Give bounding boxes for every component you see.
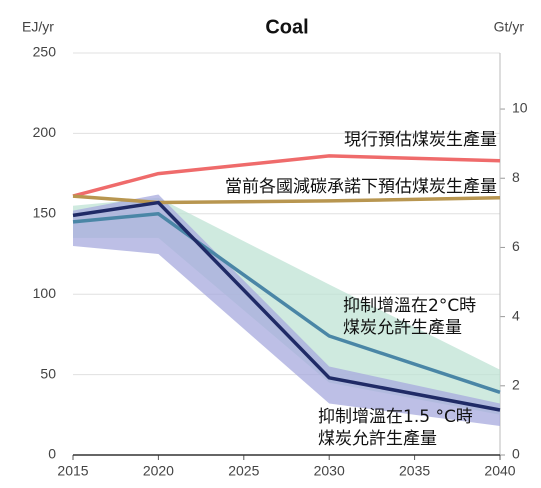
y2-tick-label: 10: [512, 100, 528, 116]
series-label: 抑制增溫在2°C時 煤炭允許生產量: [343, 296, 477, 338]
y-tick-label: 50: [40, 365, 56, 381]
x-tick-label: 2025: [228, 463, 259, 479]
y-tick-label: 200: [33, 124, 57, 140]
series-label: 現行預估煤炭生產量: [344, 130, 497, 150]
y2-tick-label: 8: [512, 169, 520, 185]
x-tick-label: 2035: [399, 463, 430, 479]
y-tick-label: 0: [48, 446, 56, 462]
series-line: [72, 212, 501, 394]
y-tick-label: 250: [33, 44, 57, 60]
series-line: [72, 200, 501, 412]
y2-tick-label: 4: [512, 307, 520, 323]
series-label: 當前各國減碳承諾下預估煤炭生產量: [225, 177, 497, 197]
x-tick-label: 2040: [484, 463, 515, 479]
y2-tick-label: 2: [512, 377, 520, 393]
series-line: [72, 194, 501, 205]
series-line: [72, 154, 501, 198]
x-tick-label: 2030: [314, 463, 345, 479]
y2-tick-label: 0: [512, 446, 520, 462]
y2-tick-label: 6: [512, 238, 520, 254]
chart-title: Coal: [265, 16, 308, 38]
y-tick-label: 100: [33, 285, 57, 301]
x-tick-label: 2020: [143, 463, 174, 479]
y-tick-label: 150: [33, 205, 57, 221]
band: [73, 194, 500, 427]
y2-axis-label: Gt/yr: [494, 19, 525, 35]
y-axis-label: EJ/yr: [22, 19, 54, 35]
series-label: 抑制增溫在1.5 °C時 煤炭允許生產量: [318, 407, 473, 449]
x-tick-label: 2015: [57, 463, 88, 479]
